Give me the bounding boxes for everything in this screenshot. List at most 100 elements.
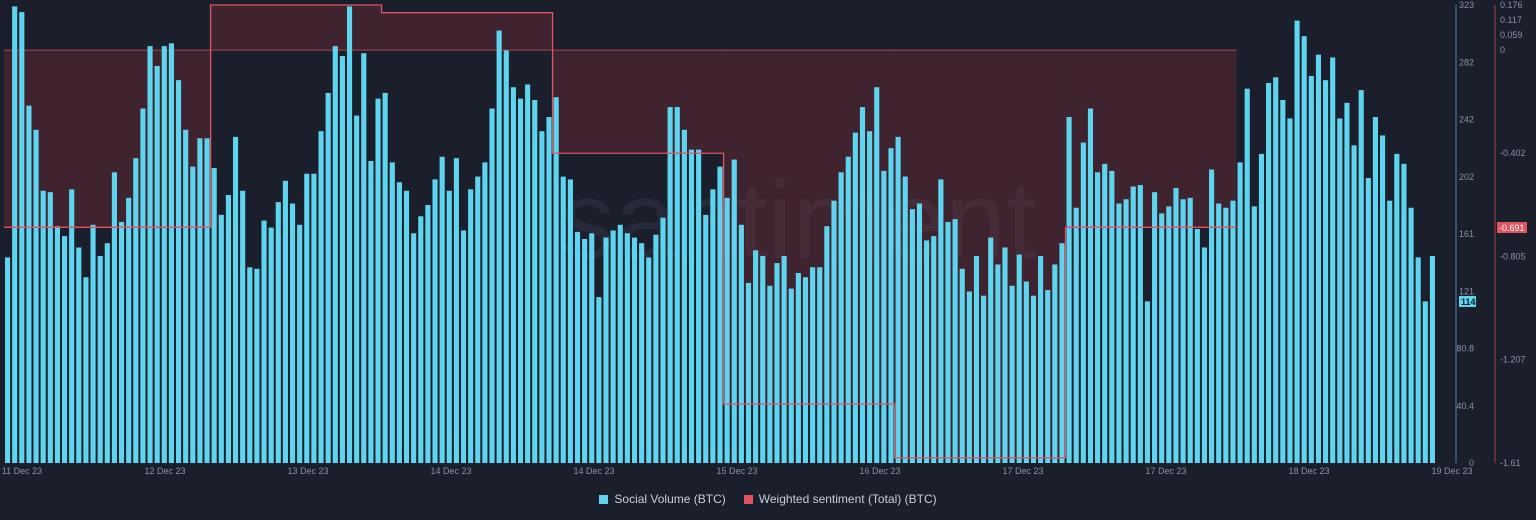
volume-swatch-icon: [599, 494, 609, 504]
volume-bar: [1144, 301, 1151, 463]
volume-bar: [111, 172, 117, 463]
sentiment-fill-segment: [210, 5, 382, 51]
x-axis-tick-label: 13 Dec 23: [287, 466, 328, 476]
volume-bar: [446, 190, 452, 463]
volume-bar: [760, 255, 766, 463]
volume-bar: [681, 129, 687, 463]
volume-bar: [261, 220, 267, 463]
volume-bar: [211, 168, 217, 464]
volume-bar: [47, 192, 53, 463]
volume-bar: [688, 149, 695, 463]
right-axis-tick-label: -0.402: [1500, 148, 1526, 158]
volume-bar: [1422, 301, 1428, 463]
right-axis-tick-label: 0: [1500, 45, 1505, 55]
volume-bar: [190, 166, 196, 463]
x-axis-tick-label: 16 Dec 23: [859, 466, 900, 476]
volume-bar: [346, 6, 353, 463]
volume-bar: [995, 264, 1001, 463]
volume-bar: [1273, 77, 1279, 463]
volume-bar: [1102, 163, 1108, 463]
volume-bar: [183, 129, 189, 463]
volume-bar: [325, 92, 331, 463]
volume-bar: [26, 105, 32, 463]
volume-bar: [1095, 172, 1101, 463]
volume-bar: [852, 132, 858, 464]
volume-bar: [311, 173, 317, 463]
volume-bar: [1187, 197, 1193, 463]
volume-bar: [731, 159, 737, 463]
right-axis-tick-label: 0.176: [1500, 0, 1523, 10]
volume-bar: [546, 117, 552, 463]
volume-bar: [589, 233, 595, 463]
volume-bar: [1294, 20, 1300, 463]
volume-bar: [859, 107, 866, 463]
x-axis-tick-label: 17 Dec 23: [1002, 466, 1043, 476]
left-axis-tick-label: 40.4: [1456, 401, 1474, 411]
volume-bar: [489, 108, 495, 463]
legend-item-volume[interactable]: Social Volume (BTC): [599, 492, 726, 506]
volume-bar: [1052, 264, 1058, 463]
volume-bar: [425, 204, 431, 463]
sentiment-last-badge: [1497, 222, 1527, 233]
volume-bar: [439, 156, 445, 463]
volume-bar: [12, 6, 18, 463]
volume-bar: [1173, 187, 1179, 463]
volume-bar: [1244, 88, 1250, 464]
volume-bar: [660, 217, 666, 463]
volume-bar: [774, 263, 780, 463]
left-axis-tick-label: 161: [1459, 229, 1474, 239]
volume-bar: [888, 148, 894, 463]
right-axis-tick-label: -0.805: [1500, 252, 1526, 262]
legend-item-sentiment[interactable]: Weighted sentiment (Total) (BTC): [743, 492, 937, 506]
x-axis-tick-label: 18 Dec 23: [1288, 466, 1329, 476]
right-axis-tick-label: -1.207: [1500, 355, 1526, 365]
volume-bar: [674, 107, 680, 463]
volume-bar: [1059, 243, 1065, 463]
volume-bar: [945, 221, 951, 463]
volume-bar: [881, 170, 887, 463]
volume-bar: [510, 87, 516, 463]
volume-bar: [753, 250, 759, 463]
volume-bar: [275, 202, 281, 463]
volume-bar: [1073, 207, 1079, 463]
volume-bar: [282, 180, 288, 463]
legend-volume-label: Social Volume (BTC): [614, 492, 726, 506]
volume-bar: [952, 219, 958, 463]
volume-bar: [1394, 153, 1400, 464]
volume-bar: [724, 197, 730, 463]
volume-bar: [959, 268, 965, 463]
volume-bar: [389, 162, 395, 463]
volume-bar: [902, 176, 908, 463]
x-axis-tick-label: 11 Dec 23: [2, 466, 42, 476]
sentiment-fill-layer: [4, 5, 1237, 458]
volume-bar: [154, 65, 160, 463]
volume-bar: [1429, 255, 1436, 463]
x-axis-tick-label: 14 Dec 23: [573, 466, 614, 476]
volume-bar: [218, 214, 224, 463]
volume-bar: [225, 195, 231, 463]
volume-bar: [532, 100, 538, 463]
volume-bar: [1002, 247, 1008, 463]
sentiment-fill-segment: [381, 12, 553, 51]
legend-sentiment-label: Weighted sentiment (Total) (BTC): [758, 492, 937, 506]
volume-bar: [1009, 285, 1015, 463]
volume-bar: [1123, 199, 1129, 463]
volume-bar: [567, 179, 573, 463]
volume-bar: [617, 224, 623, 463]
volume-bar: [1023, 281, 1029, 463]
volume-bar: [418, 216, 424, 463]
sentiment-fill-segment: [1065, 50, 1237, 228]
volume-bar: [667, 107, 673, 463]
volume-bars-layer: [4, 6, 1436, 464]
volume-bar: [653, 234, 659, 463]
volume-bar: [1372, 117, 1379, 463]
volume-bar: [574, 231, 581, 463]
volume-bar: [1166, 206, 1172, 463]
volume-bar: [1301, 36, 1307, 464]
volume-bar: [368, 160, 374, 464]
volume-bar: [931, 236, 937, 463]
volume-bar: [126, 197, 132, 463]
volume-bar: [738, 224, 744, 463]
volume-bar: [767, 285, 773, 463]
volume-bar: [1080, 142, 1086, 463]
